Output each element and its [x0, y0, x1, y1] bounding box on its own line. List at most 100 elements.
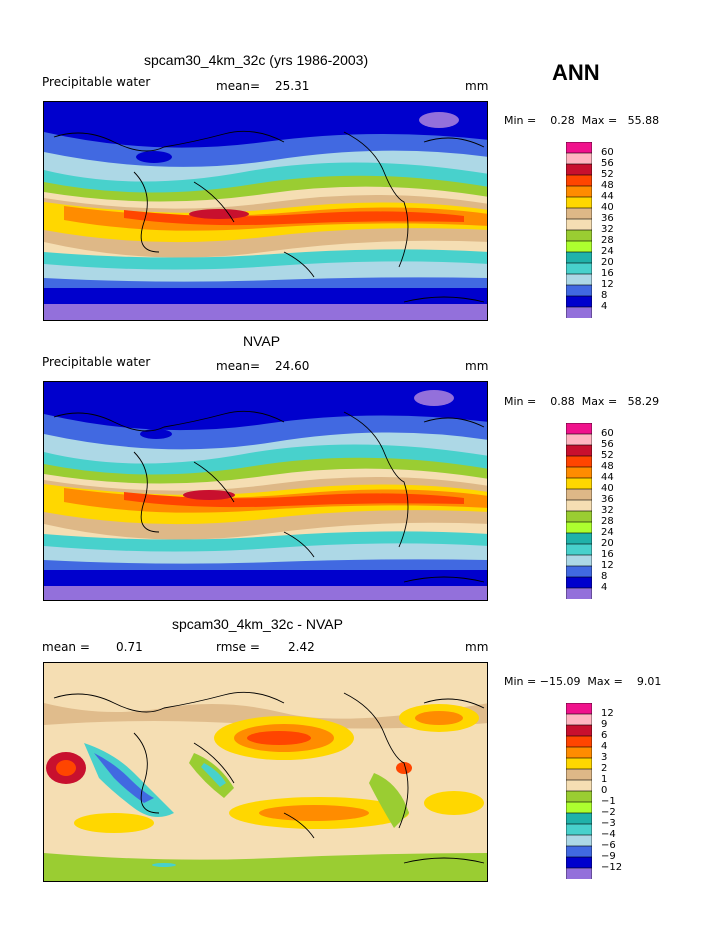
panel-3-rmse-value: 2.42 [288, 640, 315, 654]
panel-3-map [43, 662, 488, 882]
panel-1-map [43, 101, 488, 321]
panel-1-legend-label: 20 [601, 257, 614, 268]
panel-3-legend-swatch [565, 812, 593, 825]
panel-2-legend-swatch [565, 444, 593, 457]
panel-1-legend-bar [565, 141, 593, 319]
panel-2-legend-label: 16 [601, 549, 614, 560]
panel-3-legend-swatch [565, 801, 593, 814]
panel-1-legend-swatch [565, 163, 593, 176]
panel-3-legend-swatch [565, 845, 593, 858]
panel-3-legend-swatch [565, 746, 593, 759]
panel-2-legend-swatch [565, 510, 593, 523]
panel-2-legend-label: 48 [601, 461, 614, 472]
panel-2-legend-label: 4 [601, 582, 608, 593]
panel-2-legend-label: 8 [601, 571, 608, 582]
panel-2-legend-swatch [565, 554, 593, 567]
panel-2-legend [565, 422, 593, 600]
panel-1-legend-swatch [565, 273, 593, 286]
panel-1-legend-swatch [565, 152, 593, 165]
panel-2-legend-swatch [565, 477, 593, 490]
panel-2-legend-swatch [565, 543, 593, 556]
panel-2-legend-label: 20 [601, 538, 614, 549]
panel-1-legend-label: 36 [601, 213, 614, 224]
panel-1-legend-label: 4 [601, 301, 608, 312]
panel-3-legend [565, 702, 593, 880]
panel-2-map [43, 381, 488, 601]
panel-3-mean-value: 0.71 [116, 640, 143, 654]
panel-2-legend-label: 36 [601, 494, 614, 505]
panel-1-legend-label: 32 [601, 224, 614, 235]
panel-2-legend-label: 28 [601, 516, 614, 527]
panel-1-legend-swatch [565, 295, 593, 308]
panel-3-legend-label: 4 [601, 741, 608, 752]
panel-3-mean-label: mean = [42, 640, 90, 654]
panel-3-legend-swatch [565, 834, 593, 847]
panel-1-legend-label: 12 [601, 279, 614, 290]
panel-3-legend-swatch [565, 713, 593, 726]
panel-1-legend-swatch [565, 218, 593, 231]
panel-2-legend-label: 24 [601, 527, 614, 538]
panel-2-variable-label: Precipitable water [42, 355, 151, 369]
panel-2-legend-swatch [565, 576, 593, 589]
panel-2-legend-label: 40 [601, 483, 614, 494]
panel-1-legend-swatch [565, 240, 593, 253]
panel-2-legend-swatch [565, 433, 593, 446]
panel-2-legend-label: 32 [601, 505, 614, 516]
panel-3-legend-label: −9 [601, 851, 616, 862]
panel-1-legend-swatch [565, 196, 593, 209]
panel-1-legend-label: 24 [601, 246, 614, 257]
panel-3-legend-swatch [565, 757, 593, 770]
panel-2-legend-swatch [565, 499, 593, 512]
panel-2-legend-label: 60 [601, 428, 614, 439]
panel-1-legend-label: 28 [601, 235, 614, 246]
panel-2-unit: mm [465, 359, 489, 373]
panel-1-legend-label: 16 [601, 268, 614, 279]
panel-3-legend-label: −1 [601, 796, 616, 807]
panel-3-legend-swatch [565, 790, 593, 803]
panel-2-legend-bar [565, 422, 593, 600]
panel-3-legend-label: 2 [601, 763, 608, 774]
panel-2-legend-label: 12 [601, 560, 614, 571]
panel-2-legend-label: 56 [601, 439, 614, 450]
panel-1-legend-label: 40 [601, 202, 614, 213]
panel-2-mean-label: mean= [216, 359, 261, 373]
panel-3-legend-label: 9 [601, 719, 608, 730]
panel-3-legend-label: 0 [601, 785, 608, 796]
panel-2-legend-swatch [565, 466, 593, 479]
panel-2-legend-swatch [565, 521, 593, 534]
panel-2-legend-swatch [565, 532, 593, 545]
panel-3-unit: mm [465, 640, 489, 654]
panel-3-legend-label: −2 [601, 807, 616, 818]
panel-3-legend-swatch [565, 768, 593, 781]
panel-3-legend-label: 12 [601, 708, 614, 719]
panel-1-contour-field [44, 102, 487, 320]
panel-3-legend-swatch [565, 724, 593, 737]
panel-3-legend-label: −12 [601, 862, 623, 873]
panel-1-unit: mm [465, 79, 489, 93]
panel-1-legend-label: 44 [601, 191, 614, 202]
panel-3-legend-swatch [565, 702, 593, 715]
panel-3-min-max: Min = −15.09 Max = 9.01 [504, 675, 662, 688]
panel-1-legend-label: 60 [601, 147, 614, 158]
panel-1-legend [565, 141, 593, 319]
panel-2-legend-swatch [565, 565, 593, 578]
panel-2-legend-swatch [565, 422, 593, 435]
panel-3-legend-label: −4 [601, 829, 616, 840]
panel-3-legend-bar [565, 702, 593, 880]
panel-2-legend-swatch [565, 455, 593, 468]
panel-3-legend-swatch [565, 735, 593, 748]
panel-1-legend-swatch [565, 251, 593, 264]
panel-2-legend-label: 52 [601, 450, 614, 461]
panel-1-legend-swatch [565, 229, 593, 242]
panel-3-legend-swatch [565, 779, 593, 792]
panel-1-legend-swatch [565, 185, 593, 198]
panel-3-legend-label: 6 [601, 730, 608, 741]
panel-1-legend-swatch [565, 174, 593, 187]
panel-3-rmse-label: rmse = [216, 640, 260, 654]
panel-3-legend-label: −3 [601, 818, 616, 829]
panel-1-legend-swatch [565, 284, 593, 297]
panel-3-legend-swatch [565, 856, 593, 869]
panel-1-legend-label: 56 [601, 158, 614, 169]
panel-2-min-max: Min = 0.88 Max = 58.29 [504, 395, 660, 408]
panel-2-title: NVAP [243, 333, 281, 349]
